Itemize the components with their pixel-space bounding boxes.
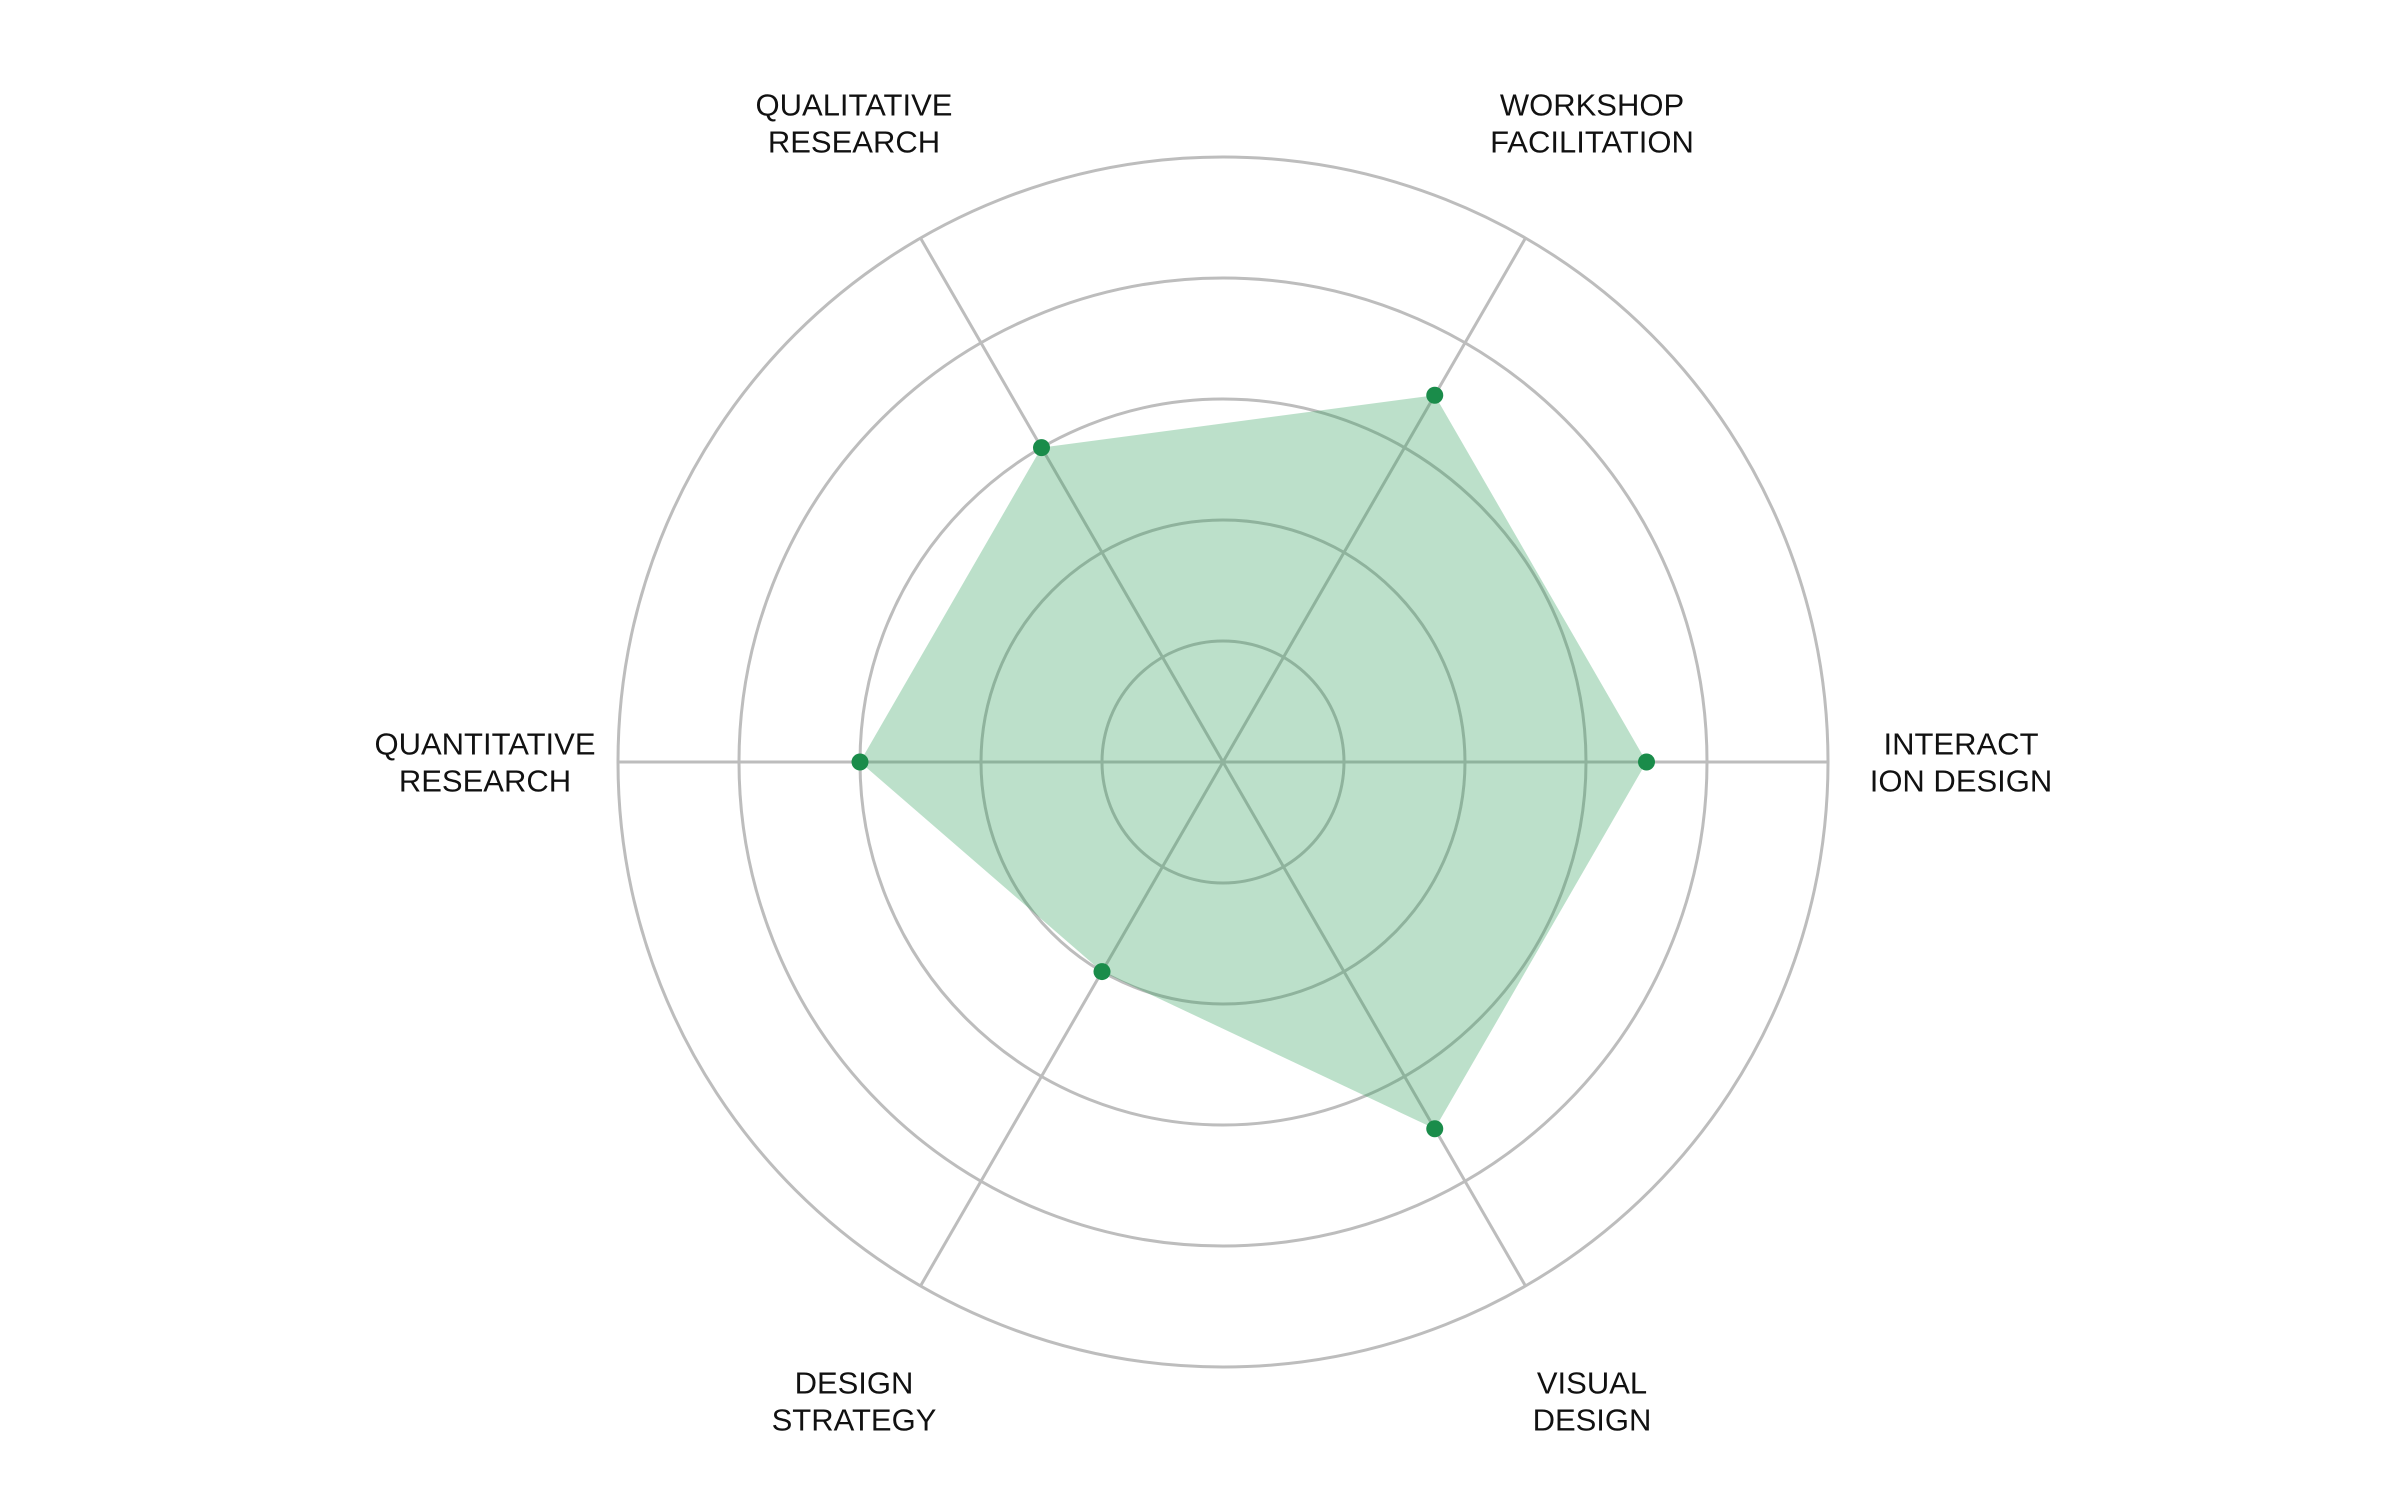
data-point-4 (851, 753, 869, 771)
data-point-2 (1426, 386, 1444, 404)
data-point-3 (1033, 439, 1050, 457)
axis-label-5: DESIGN STRATEGY (772, 1366, 937, 1438)
data-area (860, 395, 1647, 1129)
axis-spoke-6 (1221, 761, 1527, 1287)
axis-label-line: VISUAL (1537, 1366, 1647, 1401)
axis-label-6: VISUAL DESIGN (1533, 1366, 1652, 1438)
data-points (851, 386, 1655, 1138)
axis-label-line: QUANTITATIVE (374, 727, 595, 762)
axis-label-2: WORKSHOP FACILITATION (1490, 87, 1694, 159)
axis-label-line: QUALITATIVE (756, 87, 953, 122)
axis-spoke-5 (919, 761, 1225, 1287)
axis-spoke-2 (1221, 237, 1527, 763)
axis-label-line: INTERACT (1884, 727, 2039, 762)
axis-labels: INTERACT ION DESIGN WORKSHOP FACILITATION QU… (374, 87, 2052, 1437)
axis-label-line: RESEARCH (399, 764, 571, 799)
data-point-6 (1426, 1120, 1444, 1138)
axis-label-line: DESIGN (795, 1366, 914, 1401)
axis-label-line: RESEARCH (768, 124, 940, 159)
axis-spoke-3 (919, 237, 1225, 763)
axis-label-1: INTERACT ION DESIGN (1870, 727, 2053, 799)
axis-label-line: ION DESIGN (1870, 764, 2053, 799)
axis-label-3: QUALITATIVE RESEARCH (756, 87, 953, 159)
data-point-1 (1638, 753, 1655, 771)
axis-label-line: STRATEGY (772, 1403, 937, 1438)
axis-label-line: FACILITATION (1490, 124, 1694, 159)
axis-label-line: WORKSHOP (1500, 87, 1684, 122)
axis-spokes (618, 237, 1828, 1287)
data-point-5 (1093, 963, 1111, 981)
axis-label-line: DESIGN (1533, 1403, 1652, 1438)
axis-label-4: QUANTITATIVE RESEARCH (374, 727, 595, 799)
